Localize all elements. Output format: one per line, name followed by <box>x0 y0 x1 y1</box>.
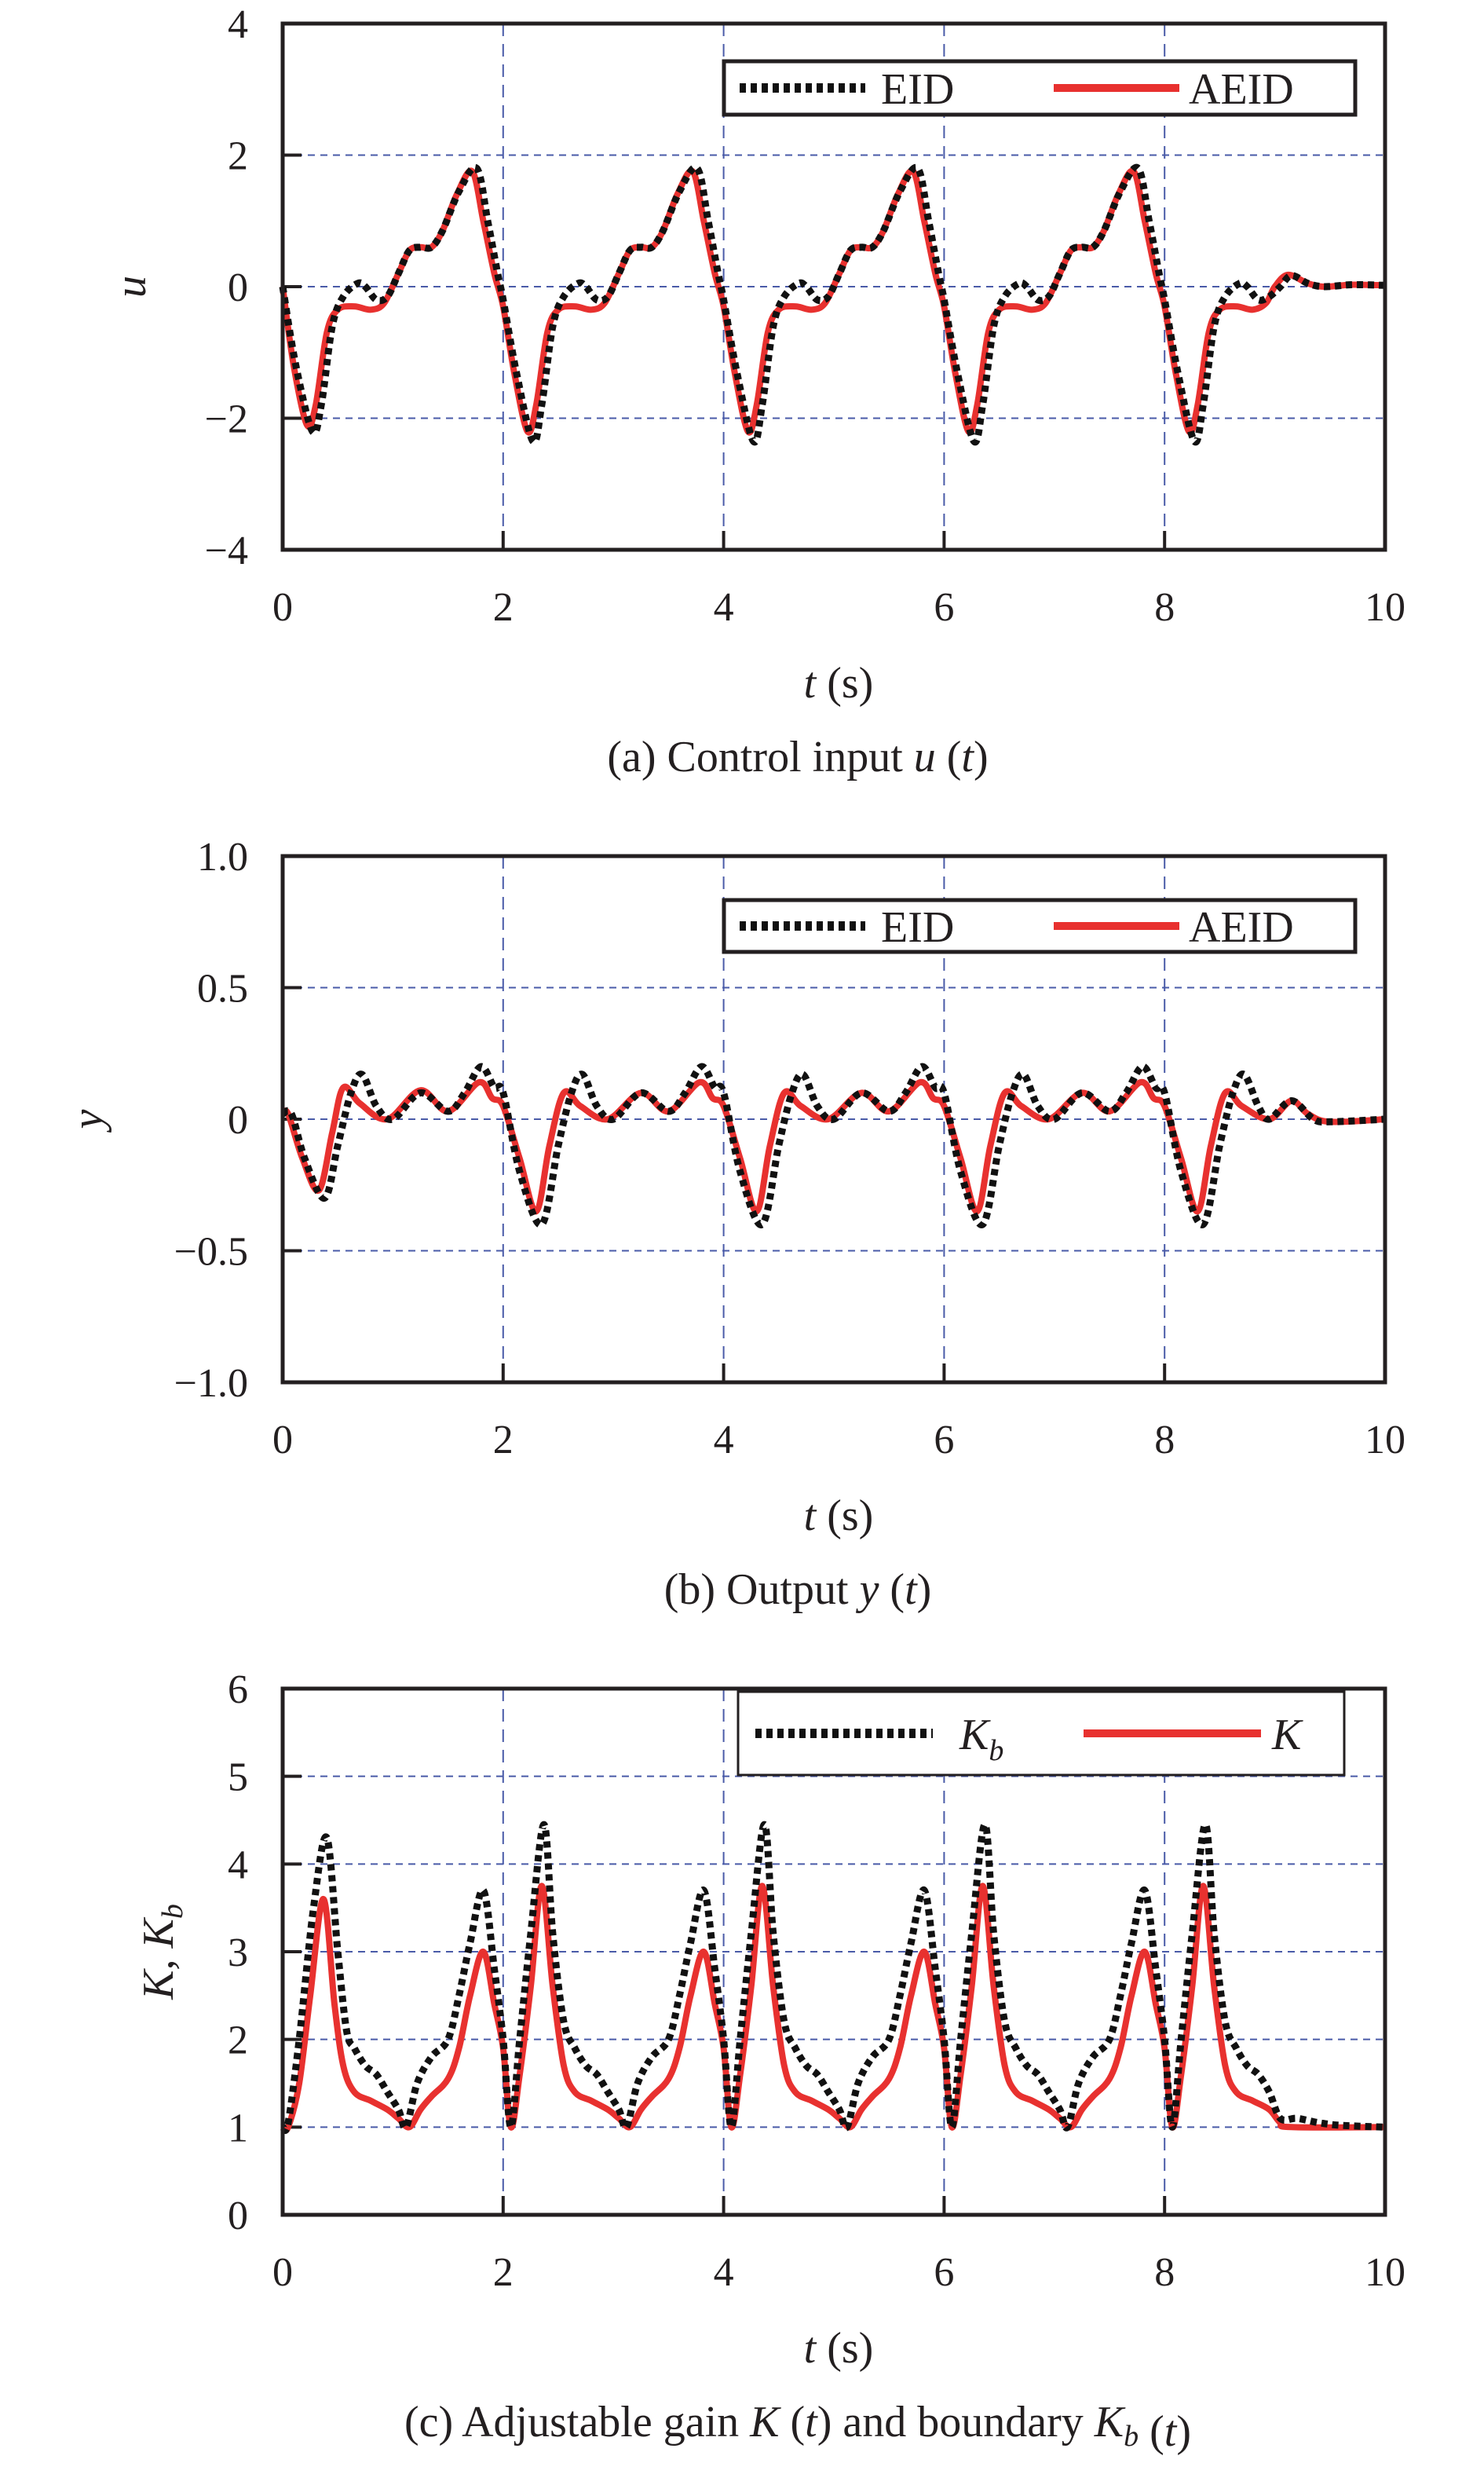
legend: EID AEID <box>722 59 1358 117</box>
x-tick-label: 2 <box>493 585 514 630</box>
legend-label: EID <box>881 903 954 952</box>
x-axis-label-var: t <box>804 2324 817 2373</box>
caption-text: ) <box>1176 2407 1191 2456</box>
caption-text: t <box>1164 2407 1178 2456</box>
caption-text: ( <box>936 733 962 781</box>
caption-text: ( <box>879 1565 905 1614</box>
x-tick-label: 0 <box>272 585 293 630</box>
legend-label-subscript: b <box>989 1734 1003 1767</box>
x-tick-label: 2 <box>493 2250 514 2295</box>
y-tick-label: 1.0 <box>197 835 248 880</box>
caption-text: ) <box>974 733 989 781</box>
y-tick-label: 3 <box>228 1931 248 1975</box>
y-tick-label: 0 <box>228 265 248 310</box>
plot-frame <box>280 854 1387 1385</box>
x-tick-label: 6 <box>934 1418 954 1462</box>
y-tick-label: 2 <box>228 134 248 179</box>
x-tick-label: 0 <box>272 1418 293 1462</box>
caption-text: (b) Output <box>664 1565 860 1614</box>
caption-text: y <box>856 1565 879 1614</box>
chart-caption: (a) Control input u (t) <box>607 733 988 781</box>
y-axis-label-subscript: b <box>156 1904 189 1919</box>
y-tick-label: −4 <box>205 529 248 573</box>
y-axis-label: K, Kb <box>134 1904 189 2000</box>
legend-label: K <box>1271 1711 1303 1759</box>
x-axis-label: t (s) <box>804 659 874 708</box>
x-axis-label-var: t <box>804 1491 817 1540</box>
y-tick-label: 2 <box>228 2018 248 2063</box>
caption-text: t <box>805 2398 818 2447</box>
x-tick-label: 10 <box>1365 2250 1405 2295</box>
y-tick-label: 0 <box>228 2194 248 2238</box>
chart-caption: (c) Adjustable gain K (t) and boundary K… <box>404 2398 1191 2456</box>
legend-label: EID <box>881 65 954 114</box>
x-tick-label: 6 <box>934 2250 954 2295</box>
legend-box <box>737 1690 1346 1777</box>
x-tick-label: 10 <box>1365 1418 1405 1462</box>
caption-text: K <box>1094 2398 1126 2447</box>
y-tick-label: −1.0 <box>174 1361 248 1406</box>
x-axis-label: t (s) <box>804 1491 874 1540</box>
y-tick-label: 4 <box>228 2 248 47</box>
legend-label: AEID <box>1189 903 1294 952</box>
plot-frame <box>280 21 1387 552</box>
x-tick-label: 8 <box>1154 1418 1175 1462</box>
x-tick-label: 8 <box>1154 2250 1175 2295</box>
caption-text: (c) Adjustable gain <box>404 2398 750 2447</box>
caption-text: t <box>961 733 974 781</box>
y-tick-label: −0.5 <box>174 1230 248 1275</box>
y-axis-label: u <box>107 276 155 298</box>
series-line-eid <box>279 163 1386 446</box>
series-line-k <box>280 1883 1386 2134</box>
caption-text: u <box>914 733 936 781</box>
series-line-eid <box>280 1063 1386 1228</box>
y-tick-label: 5 <box>228 1755 248 1800</box>
plot-frame <box>280 1686 1387 2217</box>
x-tick-label: 8 <box>1154 585 1175 630</box>
caption-text: ) <box>917 1565 932 1614</box>
chart-caption: (b) Output y (t) <box>664 1565 932 1614</box>
chart-c: 0 2 4 6 8 10 0 1 2 3 4 5 6 K, Kb t (s) (c) Adjustable g… <box>134 1667 1405 2456</box>
x-tick-label: 0 <box>272 2250 293 2295</box>
y-axis-label: y <box>64 1109 112 1133</box>
y-tick-label: 0 <box>228 1098 248 1143</box>
caption-text: (a) Control input <box>607 733 913 781</box>
series-line-kb <box>279 1821 1386 2134</box>
x-axis-label: t (s) <box>804 2324 874 2373</box>
y-tick-label: 4 <box>228 1843 248 1887</box>
caption-text: t <box>905 1565 918 1614</box>
caption-text: ) and boundary <box>817 2398 1095 2447</box>
y-tick-label: 6 <box>228 1667 248 1712</box>
chart-a: 0 2 4 6 8 10 −4 −2 0 2 4 u t (s) (a) Control input u … <box>107 2 1405 781</box>
caption-text: ( <box>1139 2407 1164 2456</box>
y-tick-label: −2 <box>205 397 248 442</box>
x-axis-label-var: t <box>804 659 817 708</box>
chart-b: 0 2 4 6 8 10 −1.0 −0.5 0 0.5 1.0 y t (s) (b) Output y… <box>64 835 1405 1614</box>
caption-subscript: b <box>1124 2420 1139 2453</box>
x-tick-label: 10 <box>1365 585 1405 630</box>
x-tick-label: 4 <box>714 2250 734 2295</box>
caption-text: K <box>749 2398 781 2447</box>
legend: EID AEID <box>722 898 1358 954</box>
x-tick-label: 6 <box>934 585 954 630</box>
legend: Kb K <box>737 1690 1346 1777</box>
x-tick-label: 4 <box>714 585 734 630</box>
x-tick-label: 2 <box>493 1418 514 1462</box>
y-tick-label: 1 <box>228 2106 248 2150</box>
caption-text: ( <box>780 2398 806 2447</box>
legend-label: AEID <box>1189 65 1294 114</box>
x-tick-label: 4 <box>714 1418 734 1462</box>
y-tick-label: 0.5 <box>197 967 248 1012</box>
